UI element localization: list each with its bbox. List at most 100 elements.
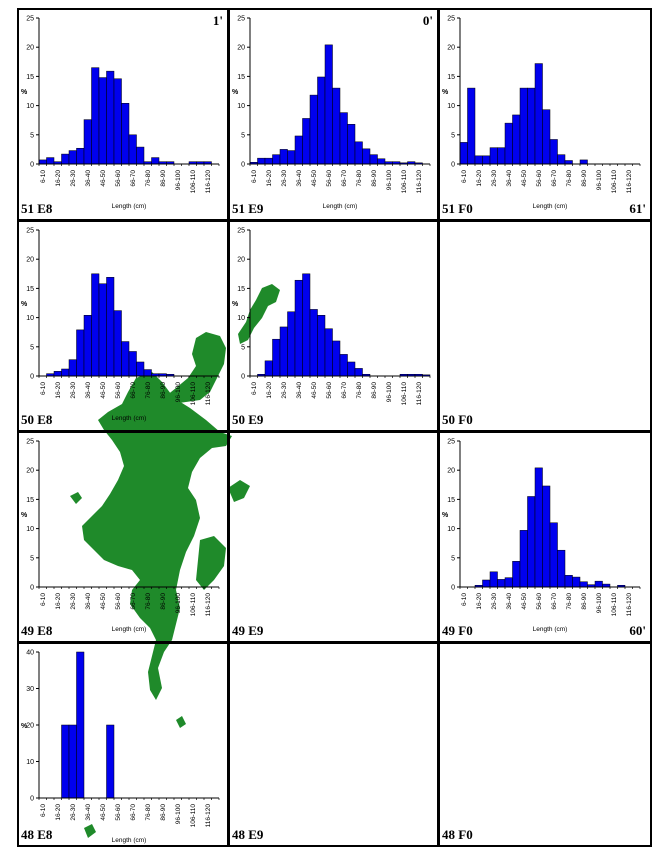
- histogram-bar: [83, 119, 92, 165]
- histogram-bar: [91, 273, 100, 377]
- land-islet-w: [70, 492, 82, 504]
- histogram-bar: [362, 148, 371, 165]
- x-tick-label: 46-50: [100, 804, 107, 821]
- coordinate-label: 0': [422, 13, 433, 28]
- y-tick-label: 10: [26, 526, 34, 533]
- histogram-bar: [294, 279, 303, 377]
- x-tick-label: 26-30: [281, 170, 288, 187]
- histogram: 0 5 10 15 20 25 6-10 16-20 26-30 36-40 46-50 56-60 6…: [442, 16, 641, 210]
- x-tick-label: 66-70: [130, 382, 137, 399]
- histogram-bar: [519, 87, 528, 165]
- x-tick-label: 26-30: [70, 804, 77, 821]
- x-tick-label: 6-10: [40, 804, 47, 817]
- x-tick-label: 96-100: [175, 593, 182, 614]
- histogram: 0 5 10 15 20 25 6-10 16-20 26-30 36-40 46-50 56-60 6…: [232, 228, 431, 405]
- x-tick-label: 46-50: [311, 382, 318, 399]
- histogram-bar: [332, 340, 341, 377]
- histogram-bar: [339, 112, 348, 165]
- x-tick-label: 96-100: [596, 170, 603, 191]
- histogram-bar: [302, 273, 311, 377]
- x-tick-label: 76-80: [145, 170, 152, 187]
- x-tick-label: 96-100: [386, 170, 393, 191]
- y-tick-label: 15: [237, 74, 245, 81]
- x-tick-label: 56-60: [326, 382, 333, 399]
- histogram-bar: [332, 87, 341, 165]
- histogram-bar: [579, 581, 588, 588]
- y-tick-label: 25: [447, 16, 455, 23]
- histogram-bar: [106, 70, 115, 165]
- histogram-bar: [302, 118, 311, 165]
- x-tick-label: 6-10: [40, 170, 47, 183]
- y-tick-label: 0: [451, 585, 455, 592]
- histogram-bar: [128, 134, 137, 165]
- x-tick-label: 66-70: [341, 382, 348, 399]
- y-tick-label: 5: [241, 132, 245, 139]
- x-tick-label: 36-40: [296, 382, 303, 399]
- x-tick-label: 76-80: [145, 382, 152, 399]
- histogram-bar: [294, 135, 303, 165]
- histogram-bar: [534, 467, 543, 588]
- y-axis-label: %: [442, 89, 449, 96]
- x-tick-label: 106-110: [611, 170, 618, 194]
- histogram-bar: [542, 109, 551, 165]
- x-tick-label: 96-100: [175, 170, 182, 191]
- histogram-bar: [272, 338, 281, 377]
- y-tick-label: 20: [447, 468, 455, 475]
- histogram: 0 5 10 15 20 25 6-10 16-20 26-30 36-40 46-50 56-60 6…: [442, 439, 641, 633]
- land-east-spur: [196, 536, 226, 590]
- y-tick-label: 5: [451, 132, 455, 139]
- histogram-bar: [369, 154, 378, 165]
- histogram-bar: [527, 87, 536, 165]
- histogram-bar: [76, 651, 85, 799]
- histogram-bar: [324, 328, 333, 377]
- x-tick-label: 46-50: [100, 382, 107, 399]
- y-tick-label: 15: [447, 74, 455, 81]
- y-tick-label: 0: [451, 162, 455, 169]
- histogram-bar: [61, 368, 70, 377]
- histogram-bar: [347, 361, 356, 377]
- x-axis-label: Length (cm): [323, 203, 358, 210]
- histogram-bar: [572, 576, 581, 588]
- y-tick-label: 10: [237, 315, 245, 322]
- histogram-bar: [279, 326, 288, 377]
- x-tick-label: 6-10: [40, 382, 47, 395]
- cell-label: 49 E8: [21, 623, 53, 638]
- x-tick-label: 46-50: [311, 170, 318, 187]
- y-axis-label: %: [232, 89, 239, 96]
- histogram-bar: [61, 153, 70, 165]
- x-tick-label: 16-20: [266, 170, 273, 187]
- y-tick-label: 25: [26, 16, 34, 23]
- histogram-bar: [564, 575, 573, 588]
- y-tick-label: 25: [237, 228, 245, 235]
- y-axis-label: %: [21, 301, 28, 308]
- y-tick-label: 10: [447, 103, 455, 110]
- x-tick-label: 116-120: [205, 170, 212, 194]
- histogram-bar: [549, 139, 558, 165]
- histogram-bar: [354, 141, 363, 165]
- coordinate-label: 61': [629, 201, 646, 216]
- histogram-bar: [121, 341, 130, 377]
- cell-label: 51 E9: [232, 201, 264, 216]
- histogram-bar: [459, 142, 468, 165]
- histogram-bar: [76, 147, 85, 165]
- y-tick-label: 25: [26, 439, 34, 446]
- x-tick-label: 36-40: [296, 170, 303, 187]
- x-axis-label: Length (cm): [112, 203, 147, 210]
- x-tick-label: 26-30: [70, 382, 77, 399]
- histogram-bar: [61, 724, 70, 799]
- x-tick-label: 66-70: [551, 593, 558, 610]
- y-axis-label: %: [21, 723, 28, 730]
- y-tick-label: 0: [241, 374, 245, 381]
- x-tick-label: 26-30: [70, 170, 77, 187]
- x-tick-label: 26-30: [491, 593, 498, 610]
- y-tick-label: 15: [26, 286, 34, 293]
- x-tick-label: 96-100: [596, 593, 603, 614]
- x-tick-label: 16-20: [55, 382, 62, 399]
- histogram-bar: [557, 154, 566, 165]
- histogram-bar: [542, 485, 551, 588]
- x-tick-label: 16-20: [55, 804, 62, 821]
- x-tick-label: 16-20: [476, 593, 483, 610]
- x-tick-label: 96-100: [175, 804, 182, 825]
- x-tick-label: 6-10: [40, 593, 47, 606]
